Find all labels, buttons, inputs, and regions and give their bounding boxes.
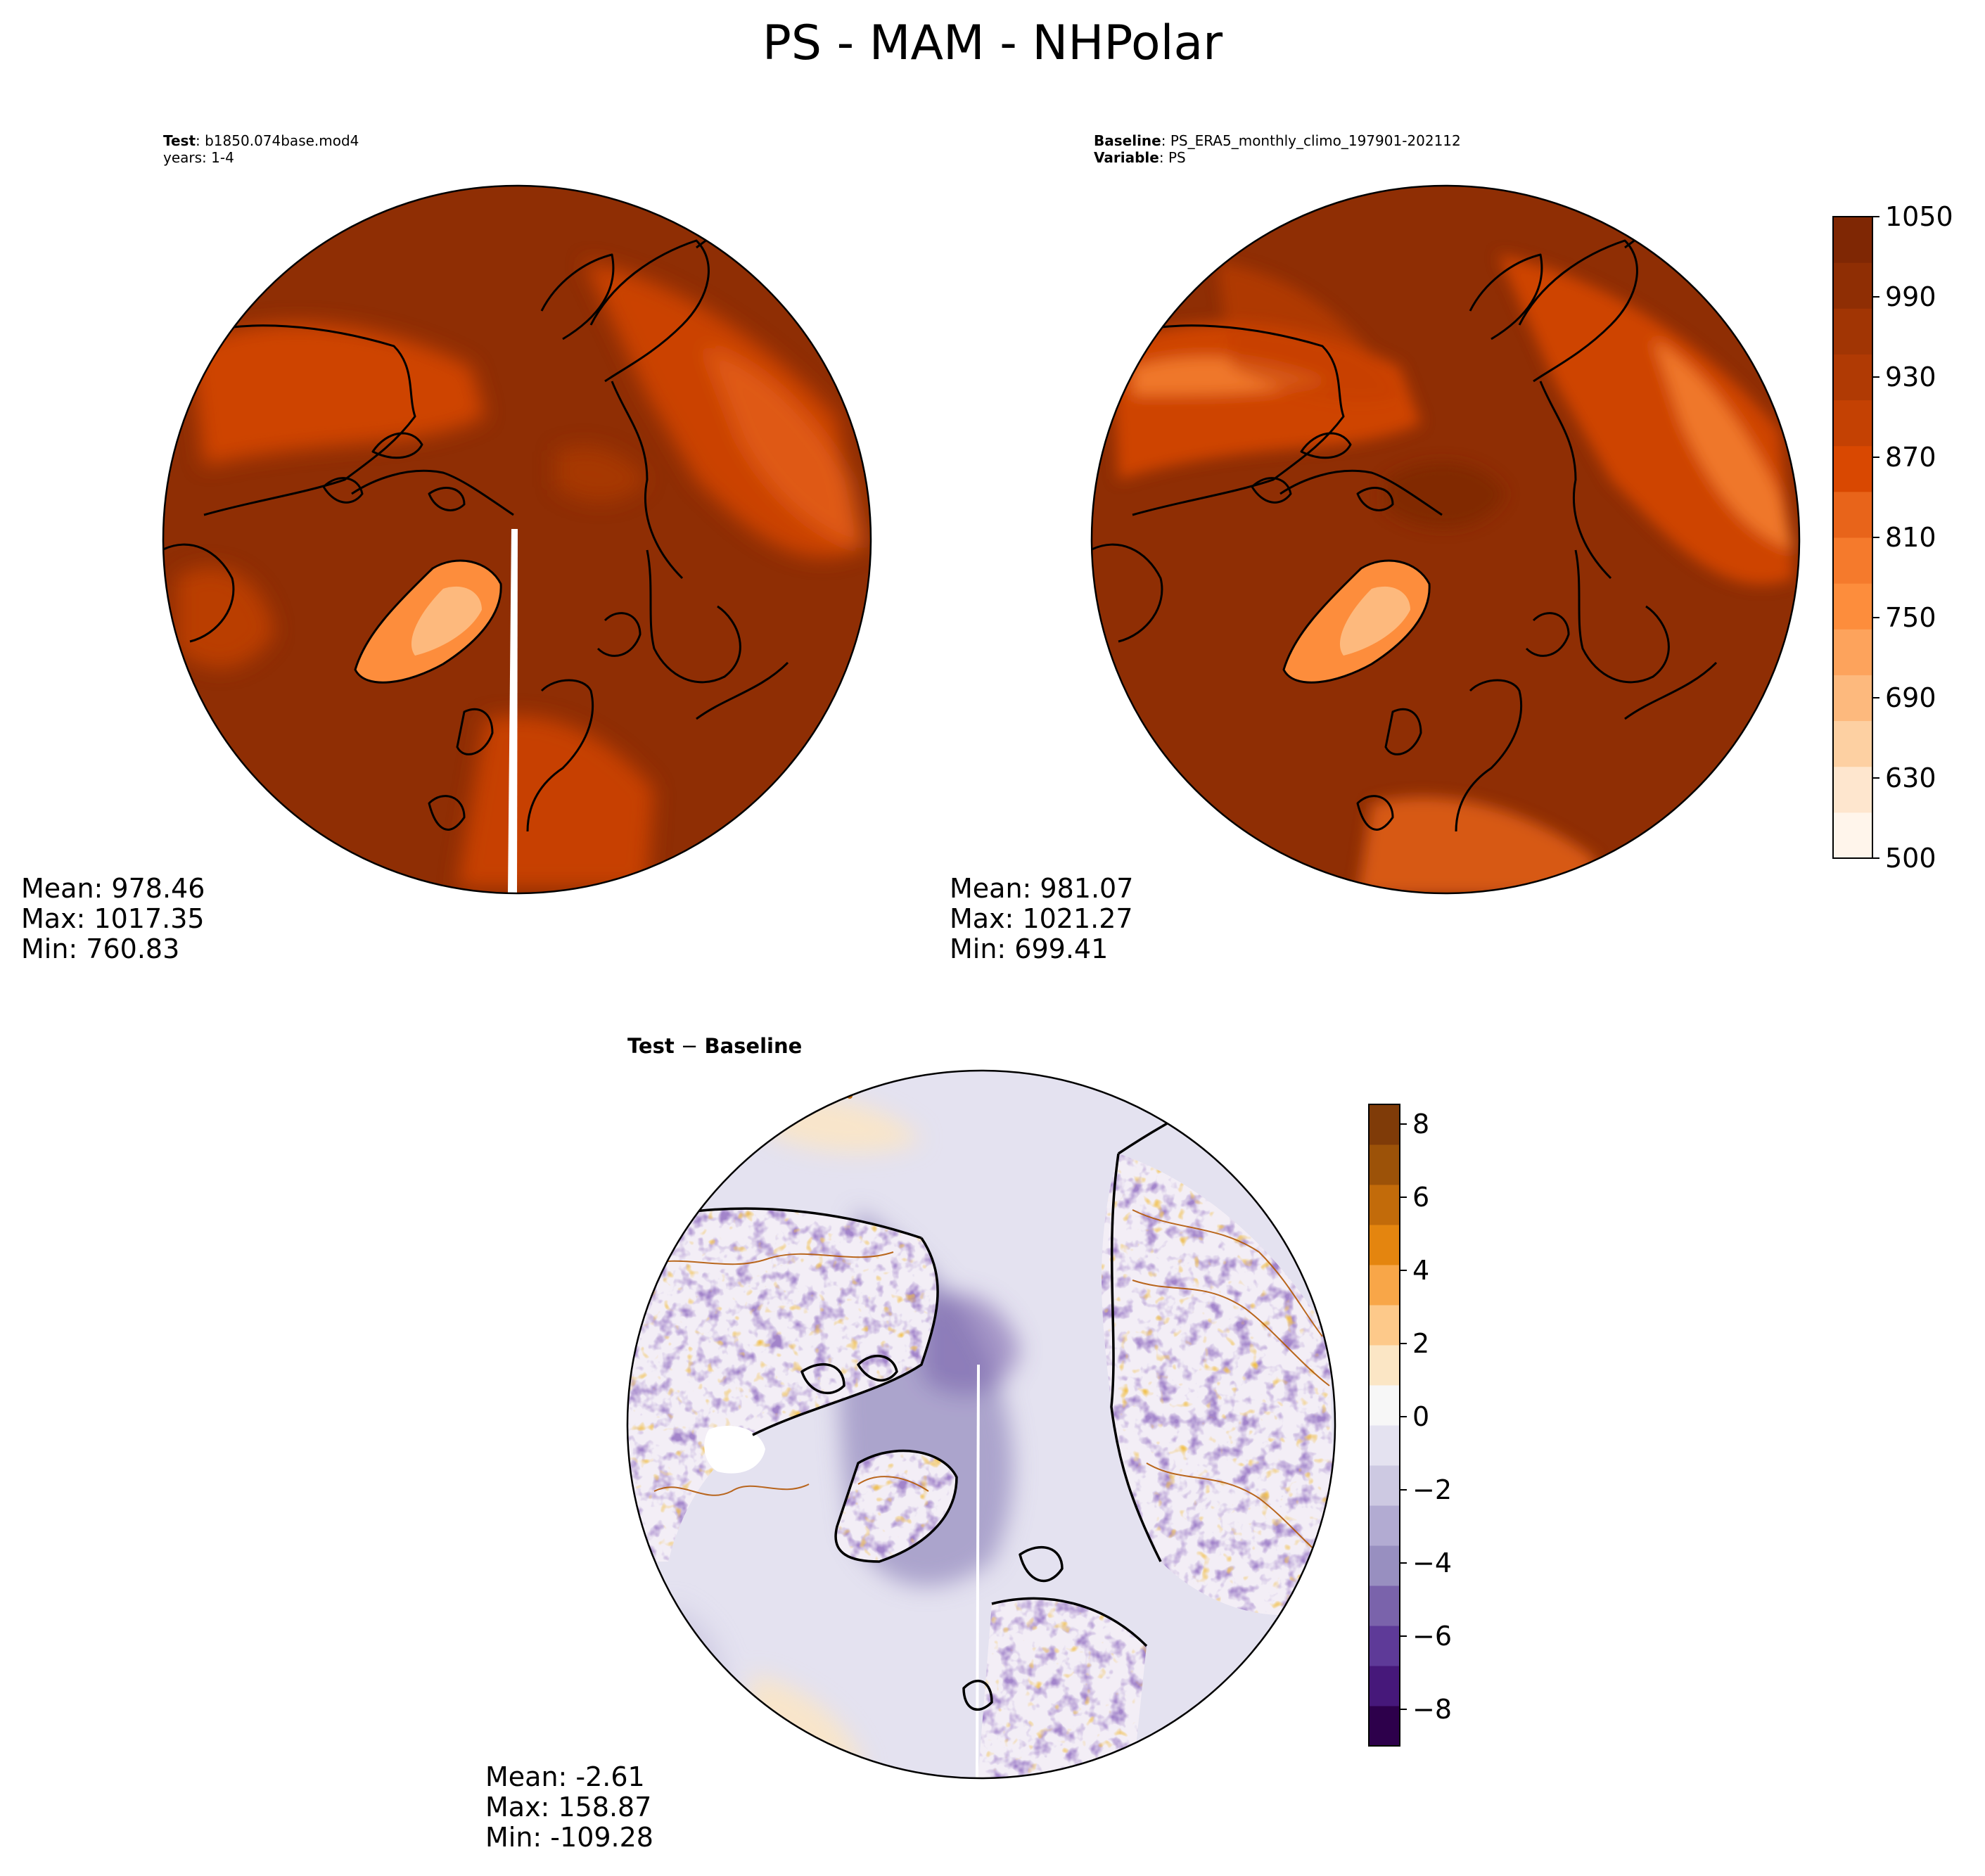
difference-title-operator: − [674, 1034, 705, 1058]
test-max: Max: 1017.35 [21, 903, 205, 934]
colorbar-tick-label: 750 [1885, 602, 1936, 633]
colorbar-segment [1833, 675, 1872, 722]
colorbar-tick-label: 4 [1412, 1255, 1429, 1286]
colorbar-segment [1369, 1265, 1400, 1306]
colorbar-segment [1369, 1545, 1400, 1586]
colorbar-segment [1369, 1666, 1400, 1706]
colorbar-tick-label: 0 [1412, 1401, 1429, 1432]
variable-label: Variable [1094, 149, 1159, 166]
colorbar-segment [1833, 766, 1872, 813]
colorbar-segment [1369, 1626, 1400, 1666]
colorbar-tick-label: 500 [1885, 843, 1936, 874]
difference-max: Max: 158.87 [485, 1792, 652, 1823]
colorbar-segment [1369, 1144, 1400, 1185]
baseline-stats: Mean: 981.07 Max: 1021.27 Min: 699.41 [950, 874, 1133, 964]
colorbar-tick-label: −6 [1412, 1621, 1452, 1652]
test-label: Test [163, 132, 196, 149]
colorbar-segment [1833, 812, 1872, 859]
colorbar-segment [1833, 629, 1872, 675]
test-panel-header: Test: b1850.074base.mod4 years: 1-4 [163, 132, 359, 166]
colorbar-tick-label: 630 [1885, 762, 1936, 793]
test-mean: Mean: 978.46 [21, 873, 205, 904]
colorbar-segment [1833, 262, 1872, 309]
greenland-interior [704, 1426, 765, 1474]
difference-title-test: Test [627, 1034, 675, 1058]
colorbar-segment [1369, 1305, 1400, 1346]
colorbar-segment [1369, 1104, 1400, 1145]
baseline-label: Baseline [1094, 132, 1161, 149]
colorbar-segment [1833, 354, 1872, 401]
difference-min: Min: -109.28 [485, 1822, 653, 1853]
difference-stats: Mean: -2.61 Max: 158.87 Min: -109.28 [485, 1762, 653, 1853]
colorbar-tick-label: 8 [1412, 1109, 1429, 1140]
colorbar-main: 1050 990 930 870 810 750 690 630 500 [1832, 201, 1953, 874]
colorbar-tick-label: 870 [1885, 442, 1936, 473]
colorbar-segment [1833, 217, 1872, 263]
colorbar-segment [1369, 1706, 1400, 1747]
colorbar-segment [1369, 1225, 1400, 1265]
colorbar-difference: 8 6 4 2 0 −2 −4 −6 −8 [1368, 1104, 1452, 1747]
colorbar-segment [1369, 1585, 1400, 1626]
colorbar-frame [1368, 1104, 1400, 1747]
baseline-mean: Mean: 981.07 [950, 873, 1134, 904]
colorbar-tick-label: 690 [1885, 682, 1936, 713]
figure-title: PS - MAM - NHPolar [762, 15, 1223, 71]
colorbar-tick-label: 930 [1885, 362, 1936, 393]
baseline-max: Max: 1021.27 [950, 903, 1133, 934]
difference-polar-map [626, 1069, 1336, 1780]
test-min: Min: 760.83 [21, 933, 180, 964]
colorbar-segment [1833, 445, 1872, 492]
colorbar-tick-label: 810 [1885, 522, 1936, 553]
test-polar-map [162, 184, 872, 895]
colorbar-tick-label: −4 [1412, 1548, 1452, 1578]
variable-name: : PS [1159, 149, 1186, 166]
test-stats: Mean: 978.46 Max: 1017.35 Min: 760.83 [21, 874, 205, 964]
colorbar-segment [1833, 537, 1872, 584]
colorbar-segment [1833, 400, 1872, 447]
colorbar-tick-label: 2 [1412, 1328, 1429, 1359]
difference-title-baseline: Baseline [704, 1034, 803, 1058]
colorbar-tick-label: 1050 [1885, 201, 1953, 232]
colorbar-tick-label: 990 [1885, 281, 1936, 312]
difference-title: Test − Baseline [627, 1034, 802, 1058]
baseline-panel-header: Baseline: PS_ERA5_monthly_climo_197901-2… [1094, 132, 1461, 166]
baseline-case-name: : PS_ERA5_monthly_climo_197901-202112 [1161, 132, 1461, 149]
colorbar-segment [1369, 1465, 1400, 1506]
colorbar-segment [1369, 1505, 1400, 1546]
colorbar-segment [1833, 720, 1872, 767]
colorbar-tick-label: 6 [1412, 1182, 1429, 1213]
colorbar-segment [1833, 583, 1872, 630]
test-years: years: 1-4 [163, 149, 234, 166]
baseline-min: Min: 699.41 [950, 933, 1109, 964]
colorbar-segment [1369, 1345, 1400, 1386]
colorbar-segment [1833, 308, 1872, 355]
colorbar-segment [1369, 1425, 1400, 1466]
test-case-name: : b1850.074base.mod4 [196, 132, 359, 149]
difference-mean: Mean: -2.61 [485, 1761, 645, 1792]
colorbar-segment [1369, 1385, 1400, 1426]
colorbar-tick-label: −8 [1412, 1694, 1452, 1725]
baseline-polar-map [1090, 184, 1801, 895]
colorbar-tick-label: −2 [1412, 1474, 1452, 1505]
colorbar-segment [1369, 1185, 1400, 1225]
colorbar-segment [1833, 491, 1872, 538]
